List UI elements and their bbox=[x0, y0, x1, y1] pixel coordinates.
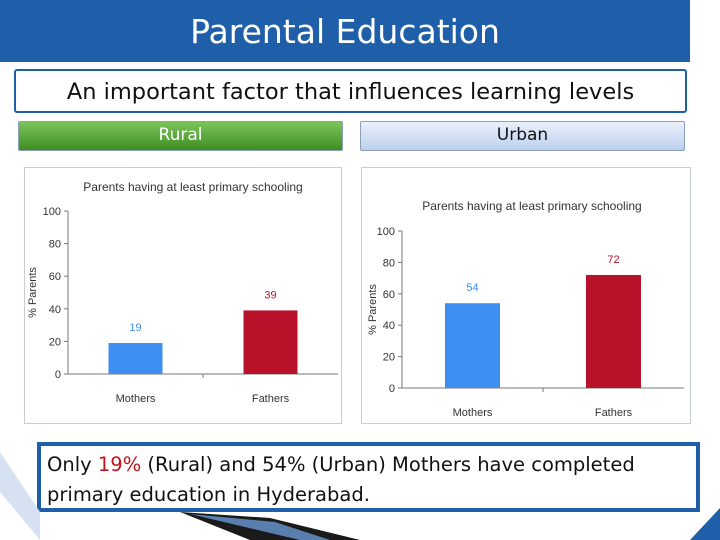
note-part2: (Rural) and 54% (Urban) Mothers have com… bbox=[47, 453, 635, 506]
note-box: Only 19% (Rural) and 54% (Urban) Mothers… bbox=[37, 442, 700, 512]
y-axis-label: % Parents bbox=[367, 284, 379, 335]
decorative-corner-right bbox=[690, 508, 720, 540]
urban-header: Urban bbox=[360, 121, 685, 151]
title-bar-edge bbox=[690, 0, 720, 62]
title-bar bbox=[0, 0, 690, 62]
rural-header-label: Rural bbox=[158, 125, 203, 145]
chart-title: Parents having at least primary schoolin… bbox=[422, 199, 641, 213]
bar-mothers bbox=[108, 343, 163, 374]
y-tick-label: 80 bbox=[49, 239, 61, 251]
y-tick-label: 40 bbox=[383, 320, 395, 332]
urban-header-label: Urban bbox=[496, 125, 549, 145]
y-axis-label: % Parents bbox=[27, 267, 39, 318]
data-label-mothers: 19 bbox=[129, 322, 141, 334]
rural-header: Rural bbox=[18, 121, 343, 151]
bar-mothers bbox=[445, 303, 500, 388]
x-tick-label-mothers: Mothers bbox=[116, 393, 156, 405]
data-label-fathers: 39 bbox=[264, 289, 276, 301]
slide-title: Parental Education bbox=[190, 12, 500, 51]
note-text: Only 19% (Rural) and 54% (Urban) Mothers… bbox=[47, 450, 687, 510]
y-tick-label: 80 bbox=[383, 257, 395, 269]
x-tick-label-mothers: Mothers bbox=[453, 407, 493, 419]
y-tick-label: 40 bbox=[49, 304, 61, 316]
rural-chart-frame: Parents having at least primary schoolin… bbox=[24, 167, 342, 424]
urban-chart-frame: Parents having at least primary schoolin… bbox=[361, 167, 691, 424]
y-tick-label: 20 bbox=[383, 352, 395, 364]
bar-fathers bbox=[586, 274, 641, 388]
y-tick-label: 0 bbox=[55, 369, 61, 381]
note-part1: Only bbox=[47, 453, 98, 476]
data-label-fathers: 72 bbox=[607, 254, 619, 266]
y-tick-label: 20 bbox=[49, 336, 61, 348]
subtitle-box: An important factor that influences lear… bbox=[14, 69, 687, 113]
x-tick-label-fathers: Fathers bbox=[252, 393, 290, 405]
decorative-stripe-bottom bbox=[180, 512, 360, 540]
data-label-mothers: 54 bbox=[466, 282, 478, 294]
x-tick-label-fathers: Fathers bbox=[595, 407, 633, 419]
y-tick-label: 60 bbox=[49, 271, 61, 283]
slide-subtitle: An important factor that influences lear… bbox=[66, 79, 635, 105]
rural-chart: Parents having at least primary schoolin… bbox=[27, 180, 338, 405]
bar-fathers bbox=[243, 310, 298, 374]
y-tick-label: 100 bbox=[377, 226, 395, 238]
note-highlight: 19% bbox=[97, 453, 142, 476]
y-tick-label: 0 bbox=[389, 383, 395, 395]
chart-title: Parents having at least primary schoolin… bbox=[83, 180, 302, 194]
y-tick-label: 100 bbox=[43, 206, 61, 218]
urban-chart: Parents having at least primary schoolin… bbox=[367, 199, 684, 419]
decorative-stripe-left bbox=[0, 452, 40, 540]
y-tick-label: 60 bbox=[383, 289, 395, 301]
